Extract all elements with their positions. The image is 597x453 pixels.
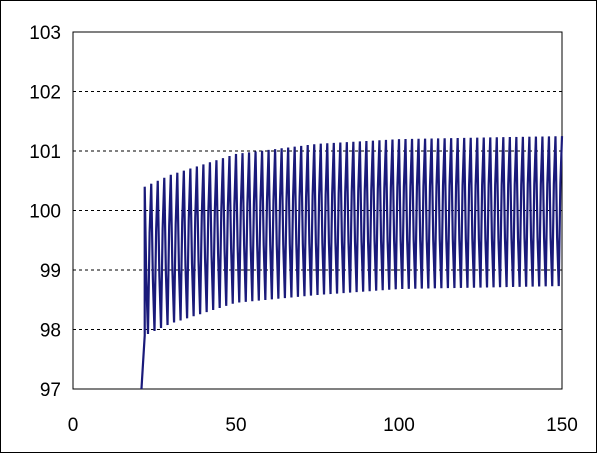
y-tick-label: 99 [40, 261, 61, 282]
series-layer [140, 136, 564, 390]
y-tick-label: 101 [29, 142, 61, 163]
y-tick-label: 98 [40, 321, 61, 342]
series-line [140, 136, 564, 390]
x-tick-label: 100 [383, 415, 415, 436]
x-tick-label: 50 [225, 415, 246, 436]
x-tick-label: 150 [546, 415, 578, 436]
x-tick-label: 0 [68, 415, 79, 436]
y-tick-label: 103 [29, 23, 61, 44]
x-axis-labels: 0 50 100 150 [68, 415, 578, 436]
y-tick-label: 102 [29, 83, 61, 104]
y-tick-label: 97 [40, 380, 61, 401]
y-tick-label: 100 [29, 202, 61, 223]
plot-area [72, 31, 563, 390]
y-axis-labels: 97 98 99 100 101 102 103 [29, 23, 61, 401]
